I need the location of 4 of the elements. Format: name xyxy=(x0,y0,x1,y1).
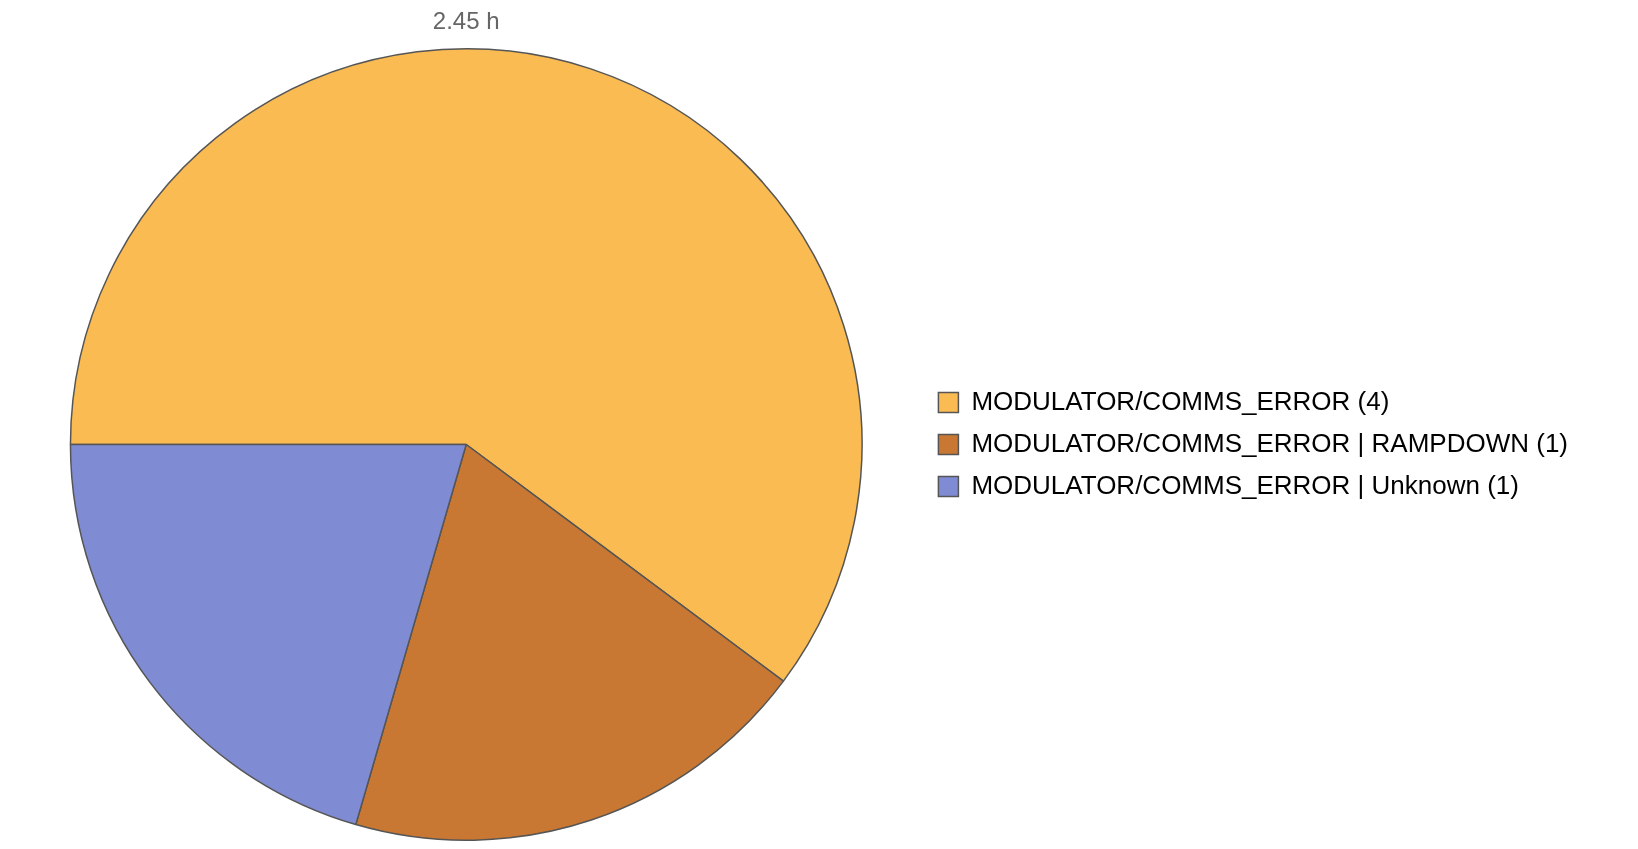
legend-label: MODULATOR/COMMS_ERROR | Unknown (1) xyxy=(971,469,1519,500)
legend-label: MODULATOR/COMMS_ERROR (4) xyxy=(971,385,1390,416)
chart-title: 2.45 h xyxy=(432,6,500,34)
legend-label: MODULATOR/COMMS_ERROR | RAMPDOWN (1) xyxy=(971,427,1568,458)
